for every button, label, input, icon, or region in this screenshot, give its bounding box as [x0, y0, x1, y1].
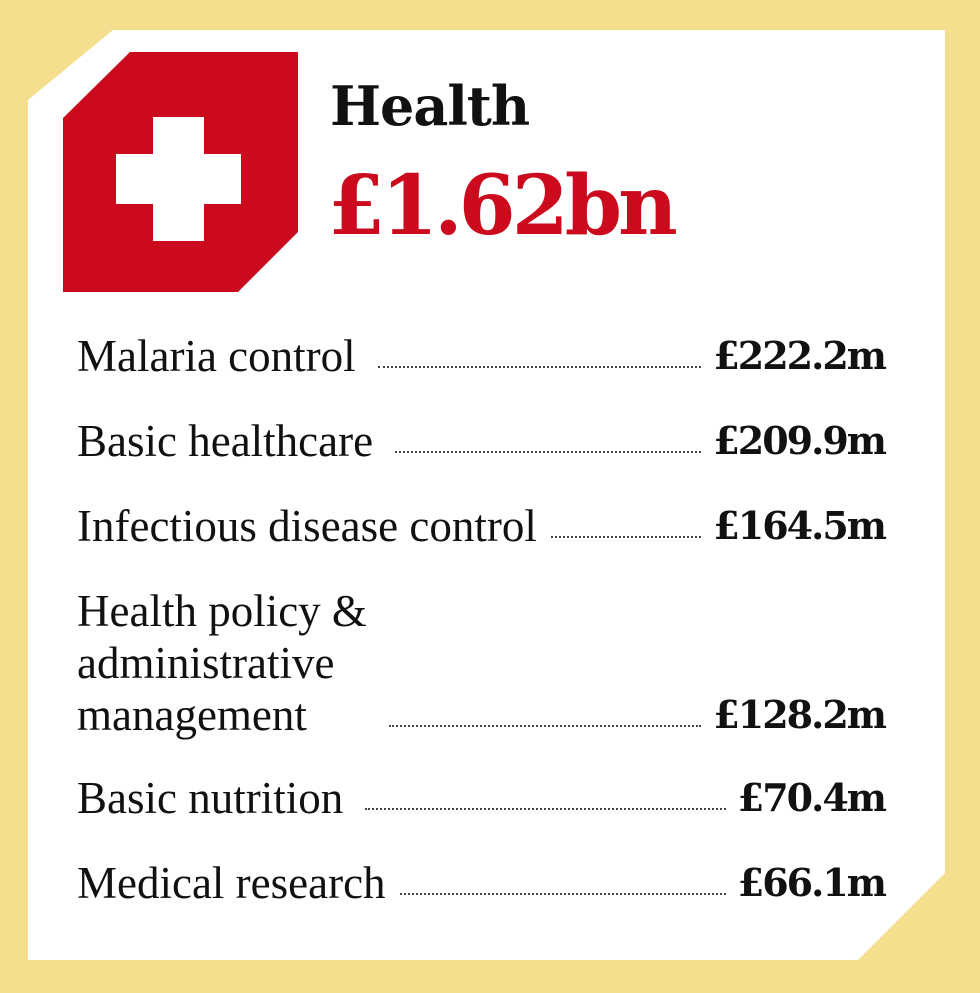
medical-cross-icon [63, 52, 298, 292]
item-value: £128.2m [713, 692, 887, 737]
item-value: £209.9m [713, 418, 887, 463]
dot-leader [388, 725, 702, 727]
dot-leader [365, 808, 726, 810]
dot-leader [377, 366, 702, 368]
list-item: Malaria control £222.2m [77, 330, 887, 382]
list-item: Health policy & administrative managemen… [77, 585, 887, 741]
item-value: £164.5m [713, 503, 887, 548]
list-item: Medical research £66.1m [77, 857, 887, 909]
category-total: £1.62bn [328, 158, 678, 254]
item-label: Infectious disease control [77, 501, 537, 551]
dot-leader [550, 536, 702, 538]
list-item: Infectious disease control £164.5m [77, 500, 887, 552]
item-value: £70.4m [737, 775, 887, 820]
item-value: £66.1m [737, 860, 887, 905]
item-value: £222.2m [713, 333, 887, 378]
item-label: Medical research [77, 858, 386, 908]
item-label: Health policy & administrative managemen… [77, 586, 367, 740]
dot-leader [399, 893, 726, 895]
item-label: Basic healthcare [77, 416, 374, 466]
dot-leader [395, 451, 702, 453]
category-title: Health [330, 74, 530, 138]
list-item: Basic healthcare £209.9m [77, 415, 887, 467]
item-label: Malaria control [77, 331, 356, 381]
item-label: Basic nutrition [77, 773, 344, 823]
list-item: Basic nutrition £70.4m [77, 772, 887, 824]
